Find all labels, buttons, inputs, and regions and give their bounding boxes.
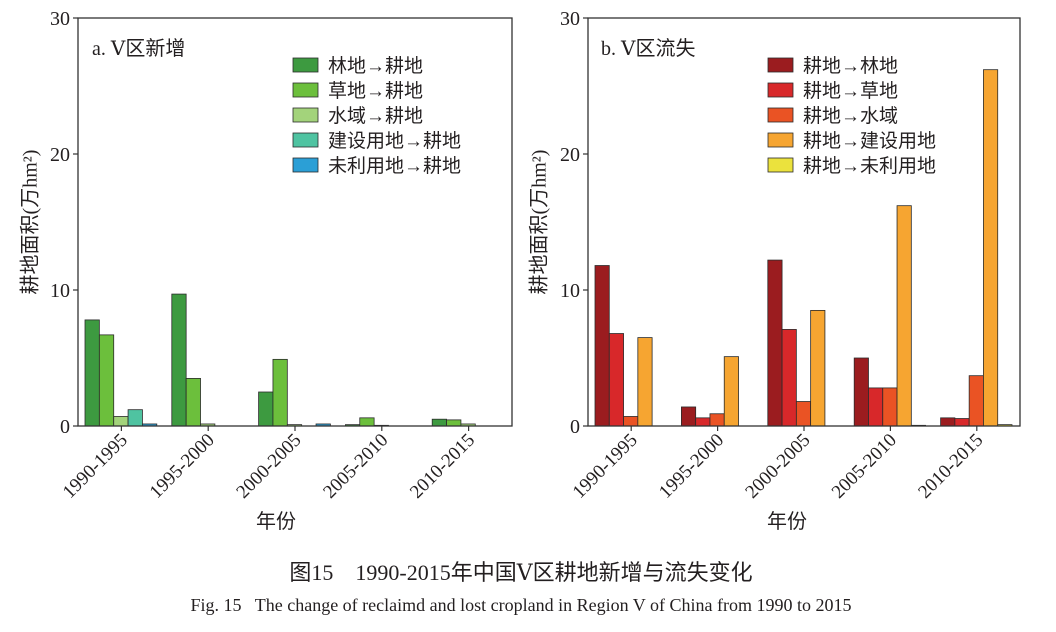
bar-a-series3-1990-1995: [113, 416, 129, 427]
y-tick-label-a-20: 20: [50, 144, 70, 166]
chart-b-lost-cropland: 0 10 20 30 1990-1995 1995-2000 2000-2005 2005-2…: [528, 8, 1021, 533]
y-tick-label-a-0: 0: [60, 416, 70, 438]
legend-label-a-series4: 建设用地→耕地: [328, 130, 461, 152]
y-tick-label-a-30: 30: [50, 8, 70, 30]
bar-b-series4-1995-2000: [723, 356, 739, 427]
plot-frame-a: [77, 17, 513, 427]
bar-b-series3-1990-1995: [623, 416, 639, 427]
y-tick-label-a-10: 10: [50, 280, 70, 302]
bar-b-series1-1995-2000: [681, 406, 697, 427]
chart-a-reclaimed-cropland: 0 10 20 30 1990-1995 1995-2000 2000-2005 2005-2…: [19, 8, 513, 533]
bar-b-series3-2005-2010: [882, 387, 898, 427]
legend-swatch-a-series3: [292, 107, 319, 123]
x-tick-label-b-1990-1995: 1990-1995: [569, 430, 642, 503]
y-tick-label-b-0: 0: [570, 416, 580, 438]
bar-a-series4-1990-1995: [127, 409, 143, 427]
chart-title-a: a. Ⅴ区新增: [92, 37, 185, 60]
y-tick-label-b-20: 20: [560, 144, 580, 166]
bar-b-series2-1990-1995: [608, 333, 624, 427]
bar-b-series1-2000-2005: [767, 259, 783, 427]
y-tick-label-b-10: 10: [560, 280, 580, 302]
bar-b-series1-2010-2015: [940, 417, 956, 427]
legend-label-b-series3: 耕地→水域: [803, 105, 898, 127]
legend-swatch-b-series3: [767, 107, 794, 123]
bar-b-series2-2005-2010: [868, 387, 884, 427]
chart-title-b: b. Ⅴ区流失: [601, 37, 695, 60]
legend-label-a-series2: 草地→耕地: [328, 80, 423, 102]
x-tick-label-a-2010-2015: 2010-2015: [406, 430, 479, 503]
legend-swatch-a-series1: [292, 57, 319, 73]
bar-b-series3-1995-2000: [709, 413, 725, 427]
legend-label-a-series5: 未利用地→耕地: [328, 155, 461, 177]
bar-a-series1-1995-2000: [171, 293, 187, 427]
legend-label-b-series1: 耕地→林地: [803, 55, 898, 77]
x-tick-label-b-2010-2015: 2010-2015: [914, 430, 987, 503]
legend-swatch-b-series2: [767, 82, 794, 98]
legend-label-a-series1: 林地→耕地: [328, 55, 423, 77]
bar-a-series2-2000-2005: [272, 358, 288, 427]
legend-swatch-b-series1: [767, 57, 794, 73]
bar-a-series1-2000-2005: [258, 391, 274, 427]
legend-label-b-series2: 耕地→草地: [803, 80, 898, 102]
x-axis-label-a: 年份: [256, 510, 296, 533]
bar-b-series2-1995-2000: [695, 417, 711, 427]
bar-a-series2-1990-1995: [98, 334, 115, 427]
bar-a-series2-1995-2000: [185, 377, 201, 427]
x-tick-label-a-2005-2010: 2005-2010: [319, 430, 392, 503]
y-axis-label-a: 耕地面积(万hm²): [19, 150, 42, 295]
bar-b-series3-2010-2015: [968, 375, 984, 427]
bar-a-series2-2010-2015: [446, 419, 462, 427]
y-tick-label-b-30: 30: [560, 8, 580, 30]
bar-a-series1-2010-2015: [431, 418, 447, 427]
legend-swatch-b-series5: [767, 157, 794, 173]
x-tick-label-a-1995-2000: 1995-2000: [146, 430, 219, 503]
bar-b-series2-2000-2005: [781, 329, 797, 427]
legend-label-b-series5: 耕地→未利用地: [803, 155, 936, 177]
plot-frame-b: [587, 17, 1021, 427]
bar-b-series1-1990-1995: [594, 265, 610, 427]
legend-label-a-series3: 水域→耕地: [328, 105, 423, 127]
bar-b-series2-2010-2015: [954, 418, 970, 427]
legend-swatch-a-series5: [292, 157, 319, 173]
x-tick-label-b-2000-2005: 2000-2005: [741, 430, 814, 503]
legend-swatch-b-series4: [767, 132, 794, 148]
bar-b-series4-2010-2015: [983, 69, 999, 427]
bar-a-series2-2005-2010: [359, 417, 375, 427]
bar-b-series1-2005-2010: [853, 357, 869, 427]
bar-b-series4-1990-1995: [637, 337, 653, 427]
legend-swatch-a-series4: [292, 132, 319, 148]
figure-caption-en: Fig. 15 The change of reclaimd and lost …: [191, 595, 852, 615]
bar-a-series1-1990-1995: [84, 319, 100, 427]
figure-caption-zh: 图15 1990-2015年中国Ⅴ区耕地新增与流失变化: [289, 560, 752, 585]
x-tick-label-b-2005-2010: 2005-2010: [828, 430, 901, 503]
legend-swatch-a-series2: [292, 82, 319, 98]
legend-label-b-series4: 耕地→建设用地: [803, 130, 936, 152]
bar-b-series4-2000-2005: [810, 309, 826, 427]
x-axis-label-b: 年份: [767, 510, 807, 533]
bar-b-series3-2000-2005: [795, 401, 812, 427]
x-tick-label-a-1990-1995: 1990-1995: [59, 430, 132, 503]
bar-b-series4-2005-2010: [896, 205, 912, 427]
x-tick-label-a-2000-2005: 2000-2005: [232, 430, 305, 503]
y-axis-label-b: 耕地面积(万hm²): [528, 150, 551, 295]
x-tick-label-b-1995-2000: 1995-2000: [655, 430, 728, 503]
